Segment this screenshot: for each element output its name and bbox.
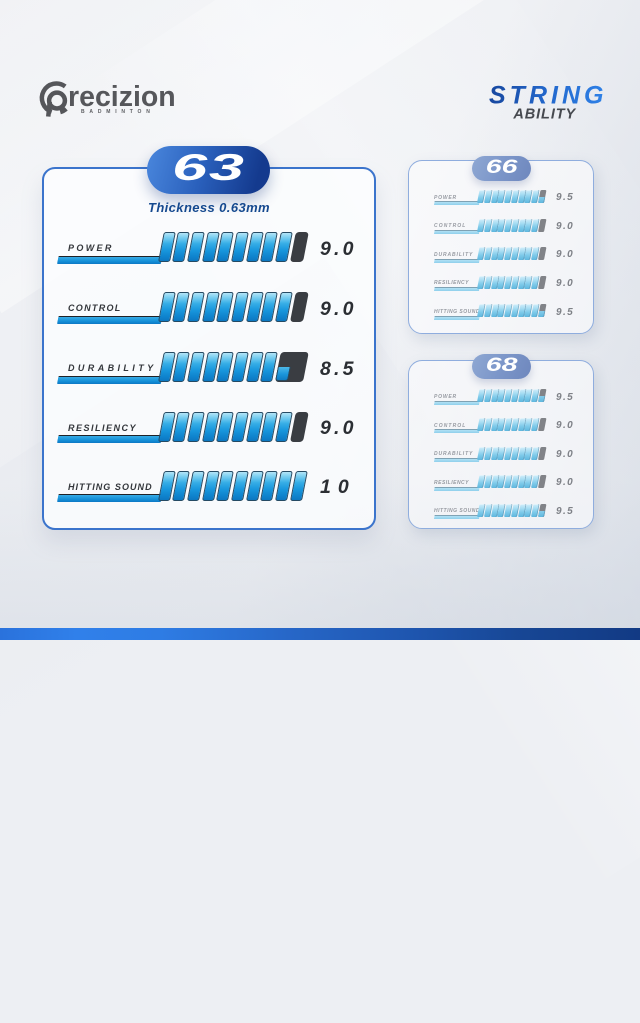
svg-text:STRING: STRING [489, 82, 607, 110]
svg-text:ABILITY: ABILITY [512, 106, 576, 122]
